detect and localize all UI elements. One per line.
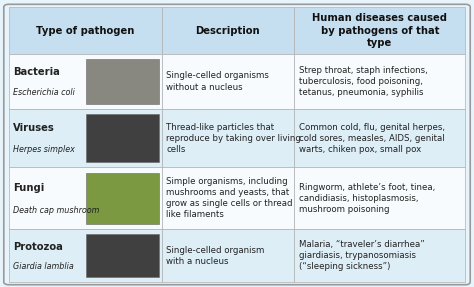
Text: Fungi: Fungi (13, 183, 44, 193)
Bar (162, 167, 294, 229)
Text: Escherichia coli: Escherichia coli (13, 88, 75, 97)
Bar (162, 109, 294, 167)
Text: Single-celled organisms
without a nucleus: Single-celled organisms without a nucleu… (166, 71, 269, 92)
Bar (294, 167, 465, 229)
Text: Malaria, “traveler’s diarrhea”
giardiasis, trypanosomiasis
(“sleeping sickness”): Malaria, “traveler’s diarrhea” giardiasi… (299, 240, 425, 271)
Bar (294, 54, 465, 109)
Bar (9, 229, 162, 282)
FancyBboxPatch shape (9, 7, 162, 54)
Bar (86, 234, 159, 277)
Bar (86, 173, 159, 224)
Bar (294, 229, 465, 282)
Text: Type of pathogen: Type of pathogen (36, 26, 134, 36)
Bar (294, 109, 465, 167)
Text: Giardia lamblia: Giardia lamblia (13, 262, 73, 271)
Bar (86, 114, 159, 162)
Bar (9, 167, 162, 229)
Text: Common cold, flu, genital herpes,
cold sores, measles, AIDS, genital
warts, chik: Common cold, flu, genital herpes, cold s… (299, 123, 445, 154)
Bar (9, 109, 162, 167)
Text: Human diseases caused
by pathogens of that
type: Human diseases caused by pathogens of th… (312, 13, 447, 48)
Text: Protozoa: Protozoa (13, 242, 63, 252)
Text: Ringworm, athlete’s foot, tinea,
candidiasis, histoplasmosis,
mushroom poisoning: Ringworm, athlete’s foot, tinea, candidi… (299, 183, 435, 214)
FancyBboxPatch shape (162, 7, 294, 54)
Bar (86, 59, 159, 104)
Text: Herpes simplex: Herpes simplex (13, 145, 75, 154)
Bar (162, 54, 294, 109)
Text: Strep throat, staph infections,
tuberculosis, food poisoning,
tetanus, pneumonia: Strep throat, staph infections, tubercul… (299, 66, 428, 97)
FancyBboxPatch shape (294, 7, 465, 54)
Bar (162, 229, 294, 282)
Bar (9, 54, 162, 109)
Text: Simple organisms, including
mushrooms and yeasts, that
grow as single cells or t: Simple organisms, including mushrooms an… (166, 177, 293, 220)
Text: Viruses: Viruses (13, 123, 55, 133)
Text: Description: Description (196, 26, 260, 36)
Text: Single-celled organism
with a nucleus: Single-celled organism with a nucleus (166, 246, 264, 266)
Text: Bacteria: Bacteria (13, 67, 60, 77)
Text: Death cap mushroom: Death cap mushroom (13, 206, 99, 215)
Text: Thread-like particles that
reproduce by taking over living
cells: Thread-like particles that reproduce by … (166, 123, 301, 154)
